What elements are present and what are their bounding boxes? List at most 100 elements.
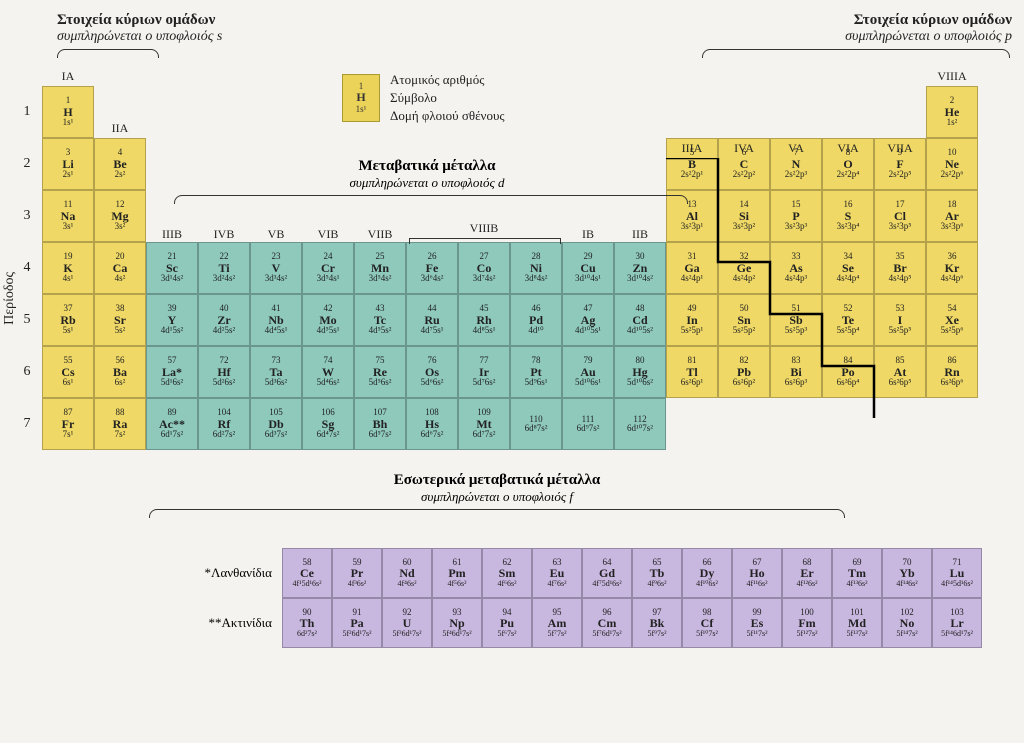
element-cell: 11Na3s¹ xyxy=(42,190,94,242)
element-config: 4s¹ xyxy=(63,274,74,283)
element-cell: 16S3s²3p⁴ xyxy=(822,190,874,242)
element-config: 5d⁶6s² xyxy=(421,378,444,387)
element-cell: 46Pd4d¹⁰ xyxy=(510,294,562,346)
element-cell: 12Mg3s² xyxy=(94,190,146,242)
element-config: 3d⁶4s² xyxy=(421,274,444,283)
element-config: 6s² xyxy=(115,378,126,387)
element-cell: 19K4s¹ xyxy=(42,242,94,294)
element-cell: 82Pb6s²6p² xyxy=(718,346,770,398)
group-label-IIIA: IIIA xyxy=(666,138,718,158)
element-cell: 31Ga4s²4p¹ xyxy=(666,242,718,294)
element-config: 6d⁶7s² xyxy=(421,430,444,439)
element-cell: 20Ca4s² xyxy=(94,242,146,294)
group-label-VB: VB xyxy=(250,224,302,244)
group-label-IIIB: IIIB xyxy=(146,224,198,244)
element-cell: 1126d¹⁰7s² xyxy=(614,398,666,450)
group-label-IA: IA xyxy=(42,66,94,86)
element-cell: 78Pt5d⁹6s¹ xyxy=(510,346,562,398)
element-config: 5d⁹6s¹ xyxy=(525,378,548,387)
element-cell: 1106d⁸7s² xyxy=(510,398,562,450)
d-block-sub: συμπληρώνεται ο υποφλοιός d xyxy=(350,175,505,190)
d-block-title: Μεταβατικά μέταλλα xyxy=(192,158,662,175)
group-label-VIB: VIB xyxy=(302,224,354,244)
element-config: 3d¹4s² xyxy=(161,274,183,283)
element-config: 3s²3p² xyxy=(733,222,755,231)
element-config: 3s²3p¹ xyxy=(681,222,703,231)
element-cell: 40Zr4d²5s² xyxy=(198,294,250,346)
element-config: 5s²5p² xyxy=(733,326,755,335)
element-config: 4d⁴5s¹ xyxy=(265,326,288,335)
element-cell: 25Mn3d⁵4s² xyxy=(354,242,406,294)
element-config: 5f¹¹7s² xyxy=(747,630,768,638)
element-config: 4f¹³6s² xyxy=(847,580,868,588)
element-symbol: Er xyxy=(800,567,813,580)
element-config: 4d¹⁰5s² xyxy=(627,326,653,335)
element-cell: 17Cl3s²3p⁵ xyxy=(874,190,926,242)
element-cell: 60Nd4f⁴6s² xyxy=(382,548,432,598)
element-config: 4d²5s² xyxy=(213,326,235,335)
element-config: 5f¹⁰7s² xyxy=(696,630,718,638)
group-label-VIIB: VIIB xyxy=(354,224,406,244)
element-cell: 18Ar3s²3p⁶ xyxy=(926,190,978,242)
element-config: 3d²4s² xyxy=(213,274,235,283)
element-cell: 61Pm4f⁵6s² xyxy=(432,548,482,598)
element-config: 4f¹5d¹6s² xyxy=(293,580,322,588)
element-config: 3d⁵4s² xyxy=(369,274,392,283)
element-cell: 100Fm5f¹²7s² xyxy=(782,598,832,648)
element-cell: 96Cm5f⁷6d¹7s² xyxy=(582,598,632,648)
element-cell: 41Nb4d⁴5s¹ xyxy=(250,294,302,346)
element-cell: 93Np5f⁴6d¹7s² xyxy=(432,598,482,648)
element-config: 5d¹⁰6s² xyxy=(627,378,653,387)
element-symbol: Cf xyxy=(701,617,714,630)
element-symbol: Bk xyxy=(650,617,665,630)
element-symbol: Gd xyxy=(599,567,615,580)
header-p-sub: συμπληρώνεται ο υποφλοιός p xyxy=(845,29,1012,44)
element-config: 5f¹²7s² xyxy=(797,630,818,638)
element-config: 3s² xyxy=(115,222,126,231)
element-config: 1s¹ xyxy=(63,118,74,127)
element-cell: 52Te5s²5p⁴ xyxy=(822,294,874,346)
element-cell: 50Sn5s²5p² xyxy=(718,294,770,346)
group-label-VA: VA xyxy=(770,138,822,158)
element-cell: 71Lu4f¹⁴5d¹6s² xyxy=(932,548,982,598)
element-cell: 90Th6d²7s² xyxy=(282,598,332,648)
element-cell: 103Lr5f¹⁴6d¹7s² xyxy=(932,598,982,648)
element-config: 4d⁷5s¹ xyxy=(421,326,444,335)
group-label-VIIIA: VIIIA xyxy=(926,66,978,86)
element-cell: 105Db6d³7s² xyxy=(250,398,302,450)
element-symbol: Pr xyxy=(351,567,364,580)
element-cell: 24Cr3d⁵4s¹ xyxy=(302,242,354,294)
element-config: 1s² xyxy=(947,118,958,127)
element-config: 2s²2p² xyxy=(733,170,755,179)
element-cell: 39Y4d¹5s² xyxy=(146,294,198,346)
element-cell: 54Xe5s²5p⁶ xyxy=(926,294,978,346)
element-config: 6s²6p³ xyxy=(785,378,807,387)
element-cell: 74W5d⁴6s² xyxy=(302,346,354,398)
element-cell: 99Es5f¹¹7s² xyxy=(732,598,782,648)
f-block-title: Εσωτερικά μεταβατικά μέταλλα xyxy=(132,472,862,489)
element-config: 4f⁹6s² xyxy=(648,580,667,588)
element-cell: 42Mo4d⁵5s¹ xyxy=(302,294,354,346)
group-label-IIB: IIB xyxy=(614,224,666,244)
element-cell: 1H1s¹ xyxy=(42,86,94,138)
element-config: 4f¹¹6s² xyxy=(747,580,768,588)
periodic-table-figure: Στοιχεία κύριων ομάδων συμπληρώνεται ο υ… xyxy=(12,12,1012,648)
element-symbol: Np xyxy=(449,617,464,630)
element-symbol: Tm xyxy=(848,567,866,580)
element-cell: 4Be2s² xyxy=(94,138,146,190)
element-cell: 22Ti3d²4s² xyxy=(198,242,250,294)
element-cell: 56Ba6s² xyxy=(94,346,146,398)
element-cell: 44Ru4d⁷5s¹ xyxy=(406,294,458,346)
element-config: 3d⁸4s² xyxy=(525,274,548,283)
element-config: 5f¹⁴7s² xyxy=(896,630,917,638)
element-config: 4f⁶6s² xyxy=(498,580,517,588)
element-config: 5d²6s² xyxy=(213,378,235,387)
element-config: 6s²6p⁴ xyxy=(837,378,860,387)
element-cell: 104Rf6d²7s² xyxy=(198,398,250,450)
element-symbol: Md xyxy=(848,617,866,630)
element-cell: 62Sm4f⁶6s² xyxy=(482,548,532,598)
element-config: 6s²6p¹ xyxy=(681,378,703,387)
element-cell: 14Si3s²3p² xyxy=(718,190,770,242)
element-config: 4f¹⁴5d¹6s² xyxy=(941,580,973,588)
element-config: 7s¹ xyxy=(63,430,74,439)
